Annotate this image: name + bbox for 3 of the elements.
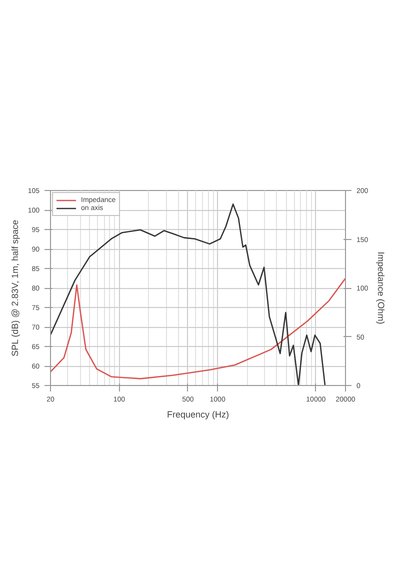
y2-axis-title: Impedance (Ohm): [376, 252, 386, 324]
x-axis-title: Frequency (Hz): [166, 410, 230, 420]
y-axis-title: SPL (dB) @ 2.83V, 1m, half space: [10, 220, 20, 356]
